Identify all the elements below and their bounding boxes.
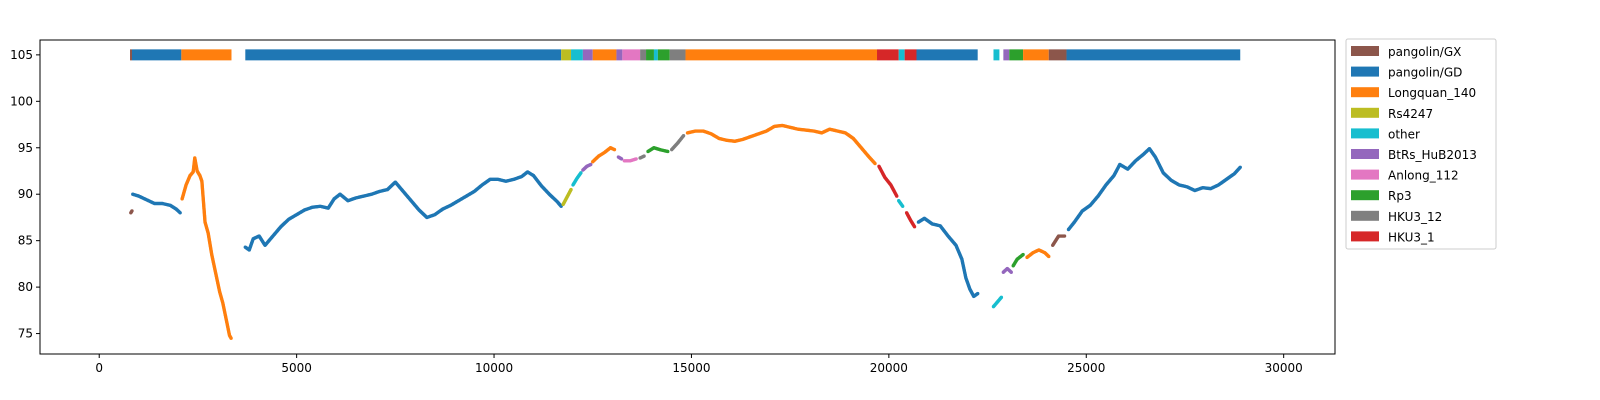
y-tick-label-100: 100	[10, 94, 33, 108]
point-btrs-hub2013-19-10	[1009, 270, 1013, 274]
point-longquan-140-7-24	[612, 147, 617, 152]
bar-segment-rp3-11	[646, 49, 654, 61]
plot-frame	[39, 39, 1336, 355]
bar-segment-rp3-22	[1009, 49, 1024, 61]
x-tick-label-30000: 30000	[1265, 361, 1303, 375]
bar-segment-pangolin-gx-0	[130, 49, 132, 61]
legend-swatch-anlong-112	[1351, 169, 1379, 180]
bar-segment-btrs-hub2013-21	[1003, 49, 1010, 61]
legend-label-pangolin-gx: pangolin/GX	[1388, 45, 1461, 59]
legend-label-pangolin-gd: pangolin/GD	[1388, 66, 1462, 80]
bar-segment-other-5	[571, 49, 583, 61]
bar-segment-other-20	[993, 49, 1000, 61]
bar-segment-btrs-hub2013-6	[582, 49, 593, 61]
point-hku3-1-16-15	[912, 225, 917, 229]
legend-label-longquan-140: Longquan_140	[1388, 86, 1476, 100]
point-pangolin-gx-0-2	[130, 209, 134, 213]
x-tick-label-25000: 25000	[1067, 361, 1105, 375]
legend-label-other: other	[1388, 127, 1420, 141]
bar-segment-rp3-13	[657, 49, 670, 61]
legend-swatch-pangolin-gx	[1351, 46, 1379, 56]
bar-segment-anlong-112-9	[622, 49, 641, 61]
legend-label-btrs-hub2013: BtRs_HuB2013	[1388, 148, 1477, 162]
legend-label-hku3-12: HKU3_12	[1388, 210, 1442, 224]
legend-label-hku3-1: HKU3_1	[1388, 230, 1435, 244]
bar-segment-btrs-hub2013-8	[616, 49, 623, 61]
bars-layer	[130, 49, 1241, 61]
point-pangolin-gx-22-15	[1062, 234, 1067, 238]
legend-box	[1345, 38, 1497, 250]
bar-segment-pangolin-gx-24	[1048, 49, 1067, 61]
bar-segment-other-12	[653, 49, 658, 61]
point-pangolin-gd-23-213	[1238, 165, 1242, 169]
point-hku3-12-12-16	[681, 133, 686, 138]
legend-swatch-hku3-12	[1351, 210, 1379, 221]
bar-segment-longquan-140-7	[592, 49, 617, 61]
legend-label-rp3: Rp3	[1388, 189, 1412, 203]
legend-label-anlong-112: Anlong_112	[1388, 169, 1459, 183]
x-tick-label-5000: 5000	[281, 361, 312, 375]
plot-background	[40, 40, 1335, 354]
points-layer	[129, 123, 1242, 340]
bar-segment-rs4247-4	[561, 49, 572, 61]
y-axis: 75 80 85 90 95 100 105	[10, 48, 40, 341]
x-tick-label-15000: 15000	[672, 361, 710, 375]
bar-segment-longquan-140-15	[685, 49, 878, 61]
point-pangolin-gd-1-47	[178, 211, 182, 215]
bar-segment-hku3-1-18	[904, 49, 917, 61]
bar-segment-pangolin-gd-25	[1066, 49, 1241, 61]
x-tick-label-10000: 10000	[475, 361, 513, 375]
point-longquan-140-2-198	[229, 336, 233, 340]
bar-segment-longquan-140-23	[1023, 49, 1049, 61]
y-tick-label-85: 85	[18, 234, 33, 248]
legend-label-rs4247: Rs4247	[1388, 107, 1433, 121]
y-tick-label-95: 95	[18, 141, 33, 155]
point-anlong-112-9-11	[634, 157, 638, 161]
x-tick-label-20000: 20000	[870, 361, 908, 375]
bar-segment-pangolin-gd-1	[131, 49, 182, 61]
point-btrs-hub2013-8-4	[619, 157, 624, 161]
legend-swatch-longquan-140	[1351, 87, 1379, 98]
point-longquan-140-13-182	[873, 161, 877, 166]
legend-swatch-rp3	[1351, 190, 1379, 201]
point-hku3-1-14-30	[895, 194, 899, 198]
bar-segment-pangolin-gd-19	[916, 49, 978, 61]
point-other-18-12	[999, 295, 1004, 300]
bar-segment-other-17	[898, 49, 905, 61]
legend-swatch-other	[1351, 128, 1379, 139]
point-rp3-11-19	[666, 149, 670, 154]
x-axis: 0 5000 10000 15000 20000 25000 30000	[95, 354, 1303, 375]
y-tick-label-90: 90	[18, 187, 33, 201]
y-tick-label-75: 75	[18, 327, 33, 341]
bar-segment-hku3-12-14	[669, 49, 686, 61]
x-tick-label-0: 0	[95, 361, 103, 375]
bar-segment-hku3-1-16	[877, 49, 899, 61]
bar-segment-longquan-140-2	[181, 49, 232, 61]
legend-swatch-hku3-1	[1351, 231, 1379, 242]
point-other-5-13	[579, 171, 583, 175]
bar-segment-hku3-12-10	[640, 49, 647, 61]
point-longquan-140-21-24	[1047, 254, 1051, 259]
point-btrs-hub2013-6-9	[589, 162, 593, 167]
point-other-15-6	[900, 204, 905, 208]
legend-swatch-pangolin-gd	[1351, 66, 1379, 77]
legend-swatch-rs4247	[1351, 107, 1379, 118]
point-rs4247-4-16	[569, 187, 573, 192]
legend-swatch-btrs-hub2013	[1351, 149, 1379, 159]
point-pangolin-gd-17-96	[975, 291, 980, 296]
legend: pangolin/GX pangolin/GD Longquan_140 Rs4247…	[1345, 38, 1497, 250]
y-tick-label-105: 105	[10, 48, 33, 62]
bar-segment-pangolin-gd-3	[245, 49, 562, 61]
point-rp3-20-14	[1021, 252, 1025, 257]
y-tick-label-80: 80	[18, 280, 33, 294]
point-hku3-12-10-4	[642, 154, 646, 158]
